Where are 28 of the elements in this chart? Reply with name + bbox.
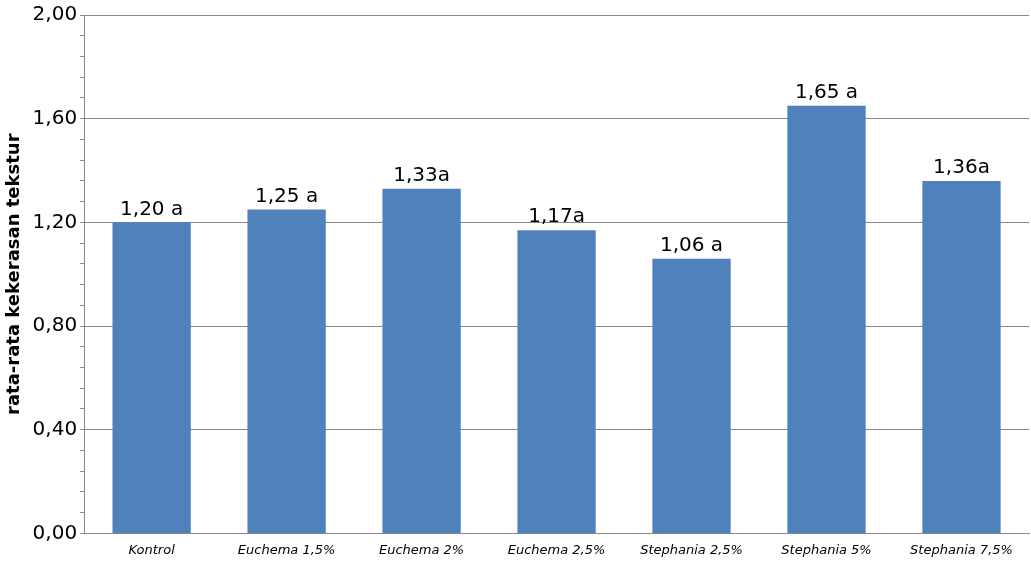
x-tick-label: Stephania 7,5%: [910, 541, 1013, 557]
y-tick-label: 0,40: [32, 415, 78, 440]
bar: [922, 180, 1001, 533]
bar: [112, 222, 191, 533]
x-tick-label: Euchema 2,5%: [507, 541, 606, 557]
bar: [652, 258, 731, 533]
x-tick-label: Euchema 1,5%: [237, 541, 336, 557]
y-axis-title: rata-rata kekerasan tekstur: [2, 133, 24, 415]
x-tick-label: Stephania 2,5%: [640, 541, 743, 557]
data-label: 1,25 a: [255, 182, 319, 207]
y-tick-label: 0,00: [32, 519, 78, 544]
bar: [517, 230, 596, 533]
bar: [787, 105, 866, 533]
data-label: 1,65 a: [794, 78, 859, 103]
x-tick-label: Kontrol: [128, 541, 176, 557]
y-tick-label: 1,60: [32, 104, 78, 129]
y-tick-label: 0,80: [32, 312, 78, 337]
x-tick-label: Euchema 2%: [378, 541, 465, 557]
data-label: 1,36a: [933, 154, 990, 179]
data-label: 1,06 a: [659, 231, 724, 256]
data-label: 1,17a: [528, 203, 585, 228]
x-tick-label: Stephania 5%: [781, 541, 872, 557]
data-label: 1,33a: [393, 161, 450, 186]
bar: [247, 209, 326, 533]
data-label: 1,20 a: [120, 195, 184, 220]
y-tick-label: 1,20: [32, 208, 78, 233]
bar: [382, 188, 461, 533]
y-tick-label: 2,00: [32, 1, 78, 26]
